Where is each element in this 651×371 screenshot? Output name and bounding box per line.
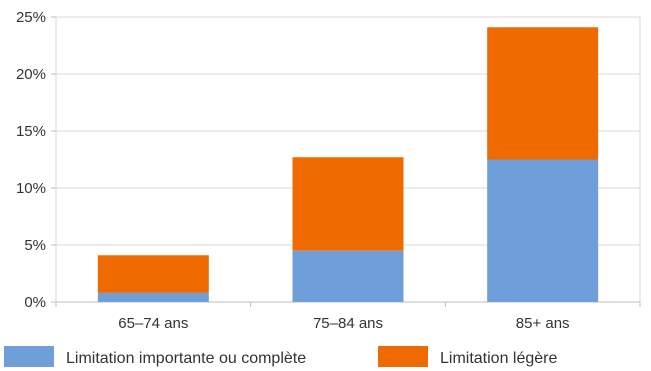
bar-segment-legere-2 — [292, 157, 404, 251]
y-tick-label: 20% — [16, 66, 46, 83]
bar-segment-important-3 — [487, 159, 599, 302]
bar-segment-legere-1 — [97, 255, 209, 293]
legend-swatch-1 — [4, 346, 54, 367]
x-tick-label: 65–74 ans — [118, 315, 188, 332]
legend-swatch-2 — [378, 346, 428, 367]
x-tick-label: 85+ ans — [516, 315, 570, 332]
y-tick-label: 5% — [24, 237, 46, 254]
legend-label-1: Limitation importante ou complète — [66, 350, 306, 367]
legend-label-2: Limitation légère — [440, 350, 558, 367]
x-axis-ticks: 65–74 ans 75–84 ans 85+ ans — [55, 302, 641, 332]
y-tick-label: 10% — [16, 180, 46, 197]
y-axis-ticks: 0% 5% 10% 15% 20% 25% — [16, 9, 56, 311]
legend: Limitation importante ou complète Limitat… — [4, 346, 558, 367]
bar-segment-important-2 — [292, 250, 404, 302]
y-tick-label: 0% — [24, 294, 46, 311]
y-tick-label: 25% — [16, 9, 46, 26]
bars — [97, 27, 599, 302]
y-tick-label: 15% — [16, 123, 46, 140]
bar-segment-important-1 — [97, 292, 209, 302]
x-tick-label: 75–84 ans — [313, 315, 383, 332]
bar-segment-legere-3 — [487, 27, 599, 160]
